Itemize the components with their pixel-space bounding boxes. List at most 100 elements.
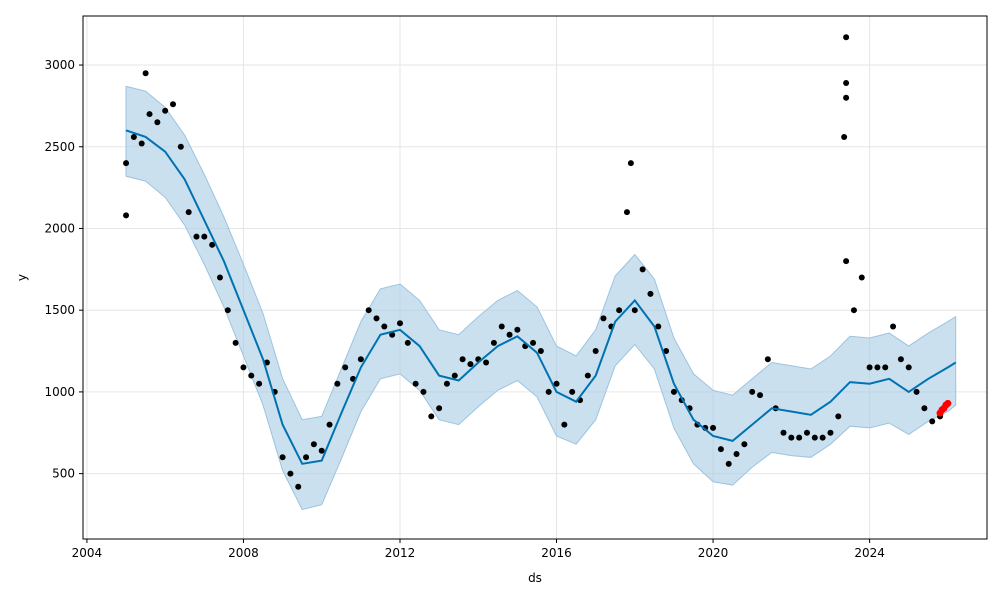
observed-point (788, 434, 795, 441)
observed-point (154, 119, 161, 126)
observed-point (796, 434, 803, 441)
observed-point (303, 454, 310, 461)
observed-point (490, 339, 497, 346)
x-axis-ticks: 2004 2008 2012 2016 2020 2024 (72, 539, 885, 560)
observed-point (827, 429, 834, 436)
observed-point (123, 160, 130, 167)
y-tick-label: 1000 (44, 385, 75, 399)
x-tick-label: 2012 (385, 546, 416, 560)
observed-point (725, 460, 732, 467)
observed-point (396, 320, 403, 327)
observed-point (404, 339, 411, 346)
observed-point (866, 364, 873, 371)
observed-point (420, 388, 427, 395)
observed-point (498, 323, 505, 330)
observed-point (185, 209, 192, 216)
observed-point (882, 364, 889, 371)
observed-point (201, 233, 208, 240)
observed-point (647, 290, 654, 297)
observed-point (142, 70, 149, 77)
observed-point (843, 80, 850, 87)
observed-point (764, 356, 771, 363)
observed-point (569, 388, 576, 395)
observed-point (921, 405, 928, 412)
observed-point (506, 331, 513, 338)
observed-point (627, 160, 634, 167)
observed-point (592, 348, 599, 355)
forecast-line (125, 129, 957, 465)
forecast-line-group (125, 129, 957, 465)
observed-point (843, 34, 850, 41)
y-tick-label: 2000 (44, 221, 75, 235)
recent-points (936, 399, 952, 417)
observed-point (623, 209, 630, 216)
observed-point (710, 424, 717, 431)
observed-point (224, 307, 231, 314)
uncertainty-band (125, 85, 957, 511)
y-axis-ticks: 500 1000 1500 2000 2500 3000 (44, 58, 83, 481)
observed-point (177, 143, 184, 150)
observed-point (287, 470, 294, 477)
observed-point (530, 339, 537, 346)
observed-point (428, 413, 435, 420)
observed-point (483, 359, 490, 366)
plot-frame (82, 15, 988, 540)
observed-point (459, 356, 466, 363)
observed-point (655, 323, 662, 330)
observed-point (130, 133, 137, 140)
observed-point (467, 361, 474, 368)
observed-point (890, 323, 897, 330)
observed-point (717, 446, 724, 453)
observed-point (858, 274, 865, 281)
observed-point (897, 356, 904, 363)
observed-point (123, 212, 130, 219)
y-tick-label: 500 (52, 467, 75, 481)
observed-point (537, 348, 544, 355)
observed-point (913, 388, 920, 395)
observed-point (295, 483, 302, 490)
observed-point (193, 233, 200, 240)
observed-point (841, 133, 848, 140)
observed-point (365, 307, 372, 314)
observed-point (553, 380, 560, 387)
y-tick-label: 1500 (44, 303, 75, 317)
observed-point (389, 331, 396, 338)
observed-point (326, 421, 333, 428)
observed-point (819, 434, 826, 441)
y-axis-label: y (15, 274, 29, 281)
observed-point (310, 441, 317, 448)
observed-point (600, 315, 607, 322)
observed-point (146, 111, 153, 118)
observed-point (749, 388, 756, 395)
observed-point (843, 94, 850, 101)
observed-point (216, 274, 223, 281)
observed-point (631, 307, 638, 314)
observed-point (170, 101, 177, 108)
observed-point (209, 241, 216, 248)
observed-point (670, 388, 677, 395)
y-tick-label: 2500 (44, 140, 75, 154)
observed-point (843, 258, 850, 265)
observed-point (357, 356, 364, 363)
observed-point (741, 441, 748, 448)
observed-point (256, 380, 263, 387)
x-axis-label: ds (528, 571, 542, 585)
observed-point (835, 413, 842, 420)
y-tick-label: 3000 (44, 58, 75, 72)
observed-point (780, 429, 787, 436)
observed-point (663, 348, 670, 355)
x-tick-label: 2020 (698, 546, 729, 560)
observed-point (279, 454, 286, 461)
observed-point (138, 140, 145, 147)
observed-point (639, 266, 646, 273)
observed-point (584, 372, 591, 379)
observed-point (436, 405, 443, 412)
observed-point (616, 307, 623, 314)
observed-point (811, 434, 818, 441)
observed-point (381, 323, 388, 330)
observed-point (803, 429, 810, 436)
x-tick-label: 2008 (228, 546, 259, 560)
observed-point (342, 364, 349, 371)
observed-point (443, 380, 450, 387)
